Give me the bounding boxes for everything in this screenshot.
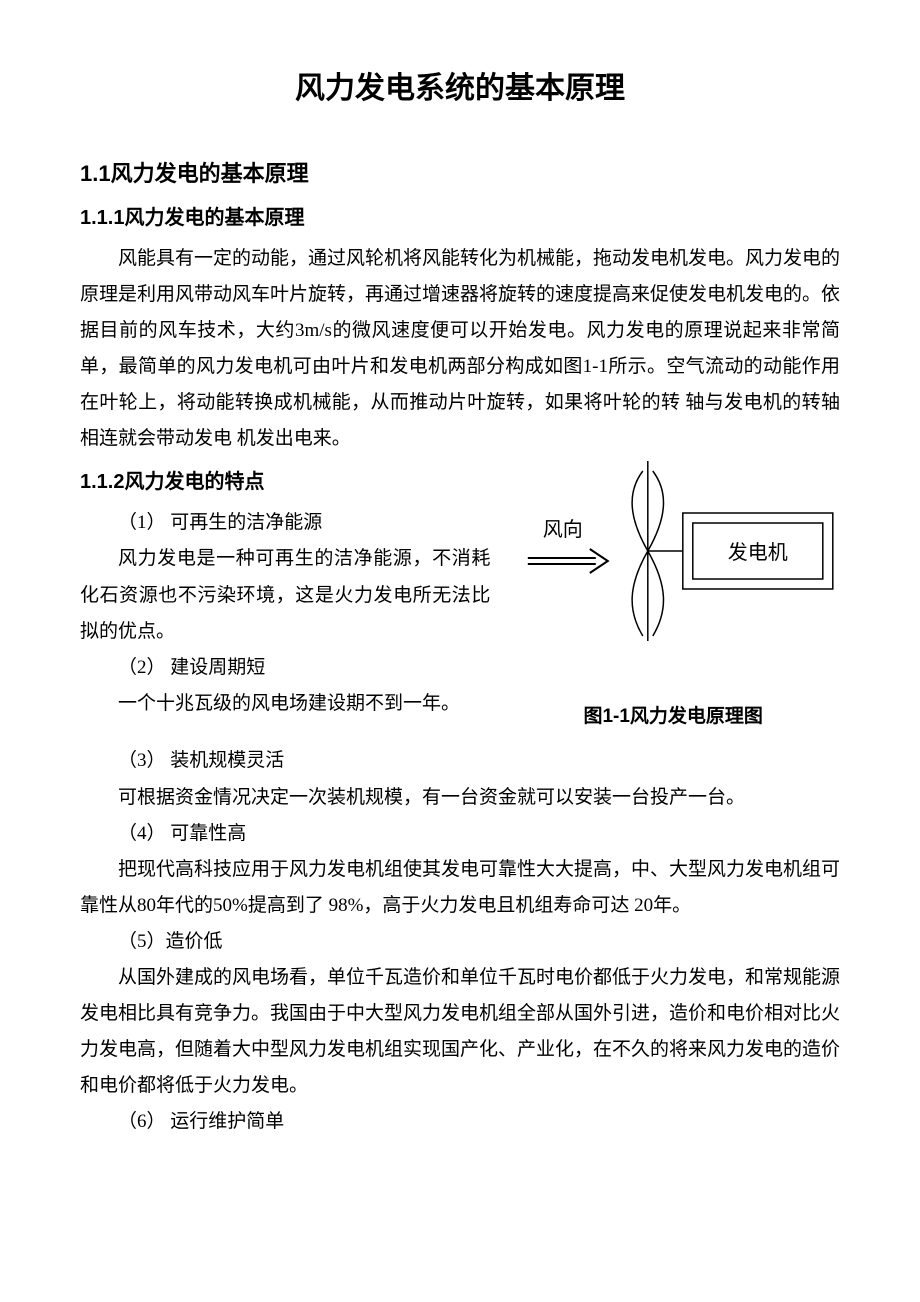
heading-1-1: 1.1风力发电的基本原理 bbox=[80, 153, 840, 195]
feature-4-body: 把现代高科技应用于风力发电机组使其发电可靠性大大提高，中、大型风力发电机组可靠性… bbox=[80, 852, 840, 924]
feature-1-body: 风力发电是一种可再生的洁净能源，不消耗化石资源也不污染环境，这是火力发电所无法比… bbox=[80, 541, 490, 649]
feature-2-num: （2） 建设周期短 bbox=[118, 650, 490, 686]
feature-6-num: （6） 运行维护简单 bbox=[118, 1104, 840, 1140]
feature-5-num: （5）造价低 bbox=[118, 924, 840, 960]
figure-diagram: 发电机 风向 bbox=[506, 461, 840, 671]
feature-3-body: 可根据资金情况决定一次装机规模，有一台资金就可以安装一台投产一台。 bbox=[80, 780, 840, 816]
figure-caption: 图1-1风力发电原理图 bbox=[583, 699, 762, 735]
feature-3-num: （3） 装机规模灵活 bbox=[118, 743, 840, 779]
feature-1-num: （1） 可再生的洁净能源 bbox=[118, 505, 490, 541]
heading-1-1-2: 1.1.2风力发电的特点 bbox=[80, 463, 490, 501]
heading-1-1-1: 1.1.1风力发电的基本原理 bbox=[80, 199, 840, 237]
figure-row: 1.1.2风力发电的特点 （1） 可再生的洁净能源 风力发电是一种可再生的洁净能… bbox=[80, 461, 840, 735]
page-title: 风力发电系统的基本原理 bbox=[80, 60, 840, 117]
feature-4-num: （4） 可靠性高 bbox=[118, 816, 840, 852]
wind-label: 风向 bbox=[543, 518, 583, 541]
paragraph-intro: 风能具有一定的动能，通过风轮机将风能转化为机械能，拖动发电机发电。风力发电的原理… bbox=[80, 241, 840, 458]
feature-5-body: 从国外建成的风电场看，单位千瓦造价和单位千瓦时电价都低于火力发电，和常规能源发电… bbox=[80, 960, 840, 1104]
feature-2-body: 一个十兆瓦级的风电场建设期不到一年。 bbox=[80, 686, 490, 722]
generator-label: 发电机 bbox=[728, 541, 788, 564]
